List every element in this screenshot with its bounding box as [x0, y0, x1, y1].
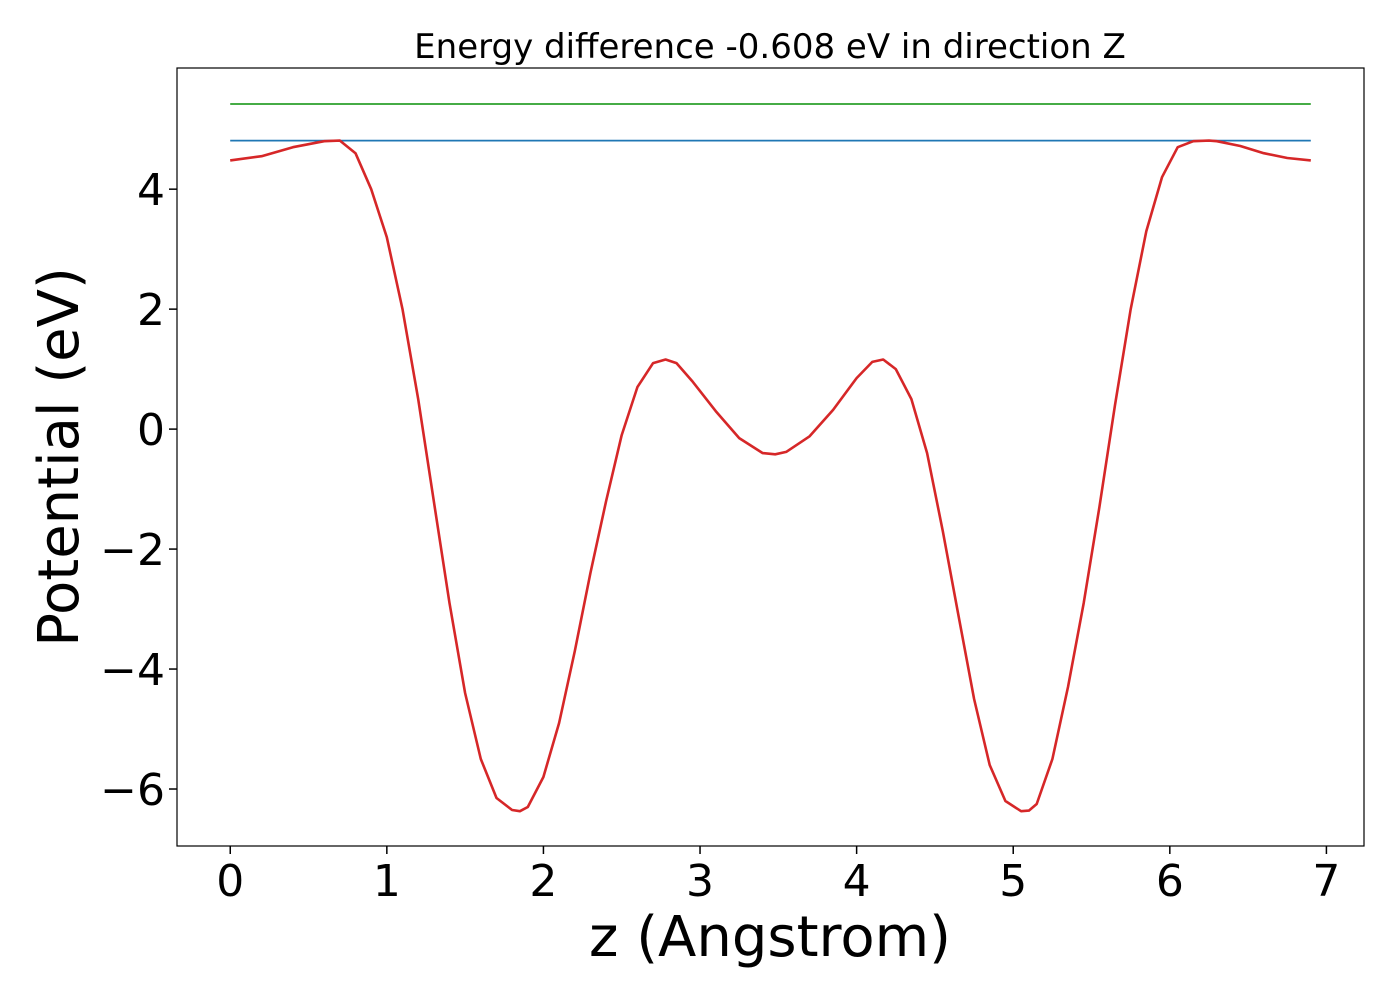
x-tick-label: 3 — [686, 856, 714, 907]
series-line-2 — [230, 139, 1311, 813]
x-tick-label: 2 — [529, 856, 557, 907]
x-tick-label: 7 — [1312, 856, 1340, 907]
x-tick-label: 5 — [999, 856, 1027, 907]
x-tick-label: 1 — [373, 856, 401, 907]
x-axis-label: z (Angstrom) — [589, 905, 951, 970]
y-tick-label: −4 — [100, 645, 165, 696]
y-tick-label: −2 — [100, 525, 165, 576]
chart-title: Energy difference -0.608 eV in direction… — [414, 27, 1126, 67]
x-tick-label: 4 — [843, 856, 871, 907]
y-tick-label: 4 — [137, 165, 165, 216]
y-tick-label: 0 — [137, 405, 165, 456]
x-tick-label: 6 — [1156, 856, 1184, 907]
x-tick-label: 0 — [216, 856, 244, 907]
plot-frame — [176, 67, 1365, 847]
y-tick-label: 2 — [137, 285, 165, 336]
y-axis-label: Potential (eV) — [27, 267, 92, 647]
y-tick-label: −6 — [100, 765, 165, 816]
